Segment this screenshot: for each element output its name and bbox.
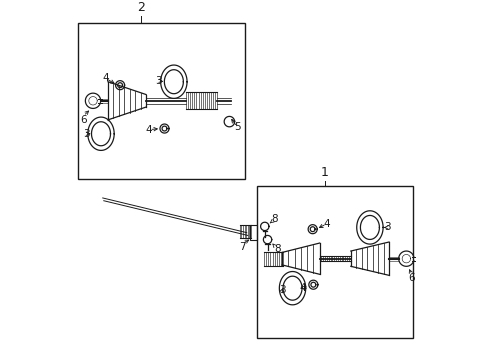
Text: 7: 7 — [239, 242, 245, 252]
Text: 4: 4 — [102, 73, 109, 83]
Text: 4: 4 — [146, 125, 152, 135]
Bar — [78, 23, 245, 179]
Text: 6: 6 — [80, 115, 87, 125]
Text: 3: 3 — [279, 285, 286, 295]
Text: 6: 6 — [408, 273, 415, 283]
Text: 8: 8 — [274, 244, 281, 254]
Text: 1: 1 — [321, 166, 329, 179]
Text: 3: 3 — [384, 222, 391, 233]
Text: 8: 8 — [271, 215, 278, 225]
Bar — [257, 186, 413, 338]
Text: 5: 5 — [234, 122, 241, 132]
Text: 4: 4 — [300, 283, 306, 293]
Text: 3: 3 — [156, 76, 162, 86]
Text: 4: 4 — [323, 219, 330, 229]
Text: 3: 3 — [83, 129, 90, 139]
Text: 2: 2 — [137, 1, 145, 14]
Bar — [250, 225, 257, 240]
